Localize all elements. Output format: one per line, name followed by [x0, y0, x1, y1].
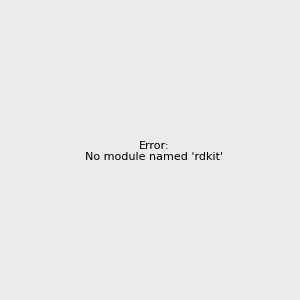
Text: Error:
No module named 'rdkit': Error: No module named 'rdkit' — [85, 141, 223, 162]
